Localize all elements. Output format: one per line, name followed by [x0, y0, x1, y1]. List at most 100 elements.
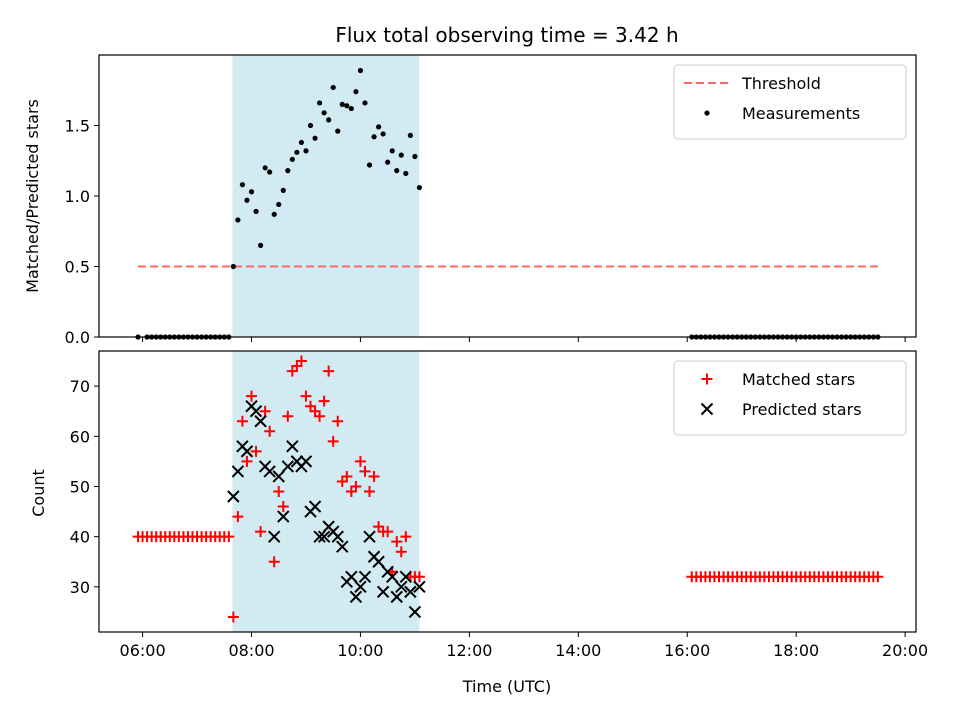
matched-stars-point — [323, 365, 335, 377]
observing-span — [232, 351, 420, 632]
measurements-point — [276, 201, 282, 208]
y-tick-label: 0.0 — [65, 328, 90, 347]
bottom-y-axis-label: Count — [29, 469, 48, 517]
measurements-point — [330, 84, 336, 91]
measurements-point — [257, 242, 264, 248]
matched-stars-point — [264, 425, 276, 437]
predicted-stars-point — [249, 405, 263, 418]
y-tick-label: 0.5 — [65, 258, 90, 277]
top-y-ticks: 0.0 0.5 1.0 1.5 — [65, 117, 99, 347]
measurements-point — [253, 208, 259, 215]
measurements-point — [235, 217, 241, 223]
predicted-stars-point — [277, 510, 290, 523]
matched-stars-point — [300, 390, 312, 402]
matched-stars-point — [400, 531, 412, 543]
measurements-point — [407, 132, 413, 138]
measurements-point — [412, 153, 418, 160]
predicted-stars-point — [386, 570, 399, 584]
legend-swatch — [701, 373, 713, 385]
predicted-stars-point — [331, 530, 344, 543]
measurements-point — [416, 184, 423, 191]
measurements-point — [294, 149, 300, 155]
measurements-point — [303, 148, 309, 154]
matched-stars-point — [236, 415, 248, 427]
measurements-point — [389, 148, 395, 154]
x-tick-label: 12:00 — [446, 641, 492, 660]
matched-stars-point — [314, 410, 326, 422]
legend-label: Predicted stars — [742, 400, 862, 419]
measurements-point — [244, 197, 250, 203]
predicted-stars-point — [404, 585, 417, 599]
predicted-stars-point — [313, 530, 326, 543]
matched-stars-point — [295, 355, 307, 367]
matched-stars-point — [273, 486, 285, 497]
predicted-stars-point — [395, 580, 408, 594]
predicted-stars-point — [308, 500, 322, 513]
matched-stars-point — [332, 415, 344, 427]
bottom-plot-frame — [98, 350, 917, 633]
matched-stars-point — [250, 445, 262, 457]
x-tick-label: 14:00 — [555, 641, 601, 660]
measurements-point — [362, 100, 368, 106]
y-tick-label: 30 — [70, 578, 90, 597]
y-tick-label: 50 — [70, 477, 90, 496]
measurements-point — [298, 139, 305, 146]
y-tick-label: 60 — [70, 427, 90, 446]
top-x-ticks — [142, 337, 906, 342]
predicted-stars-point — [263, 465, 276, 478]
predicted-stars-point — [272, 470, 285, 483]
top-panel: Flux total observing time = 3.42 h 0.00.… — [23, 23, 917, 347]
predicted-stars-point — [372, 555, 385, 568]
x-tick-label: 10:00 — [337, 641, 383, 660]
matched-stars-point — [341, 470, 353, 482]
matched-stars-point — [223, 531, 235, 543]
y-tick-label: 1.5 — [65, 117, 90, 136]
predicted-stars-point — [376, 585, 390, 599]
predicted-stars-point — [349, 590, 363, 604]
legend-label: Threshold — [741, 74, 821, 93]
measurements-point — [344, 103, 350, 109]
measurements-point — [230, 263, 236, 270]
measurements-point — [248, 189, 255, 195]
measurements-point — [394, 168, 400, 174]
matched-stars-point — [350, 480, 362, 492]
top-y-axis-label: Matched/Predicted stars — [23, 99, 42, 293]
matched-stars-point — [364, 486, 376, 497]
predicted-stars-point — [413, 580, 426, 594]
measurements-point — [353, 89, 359, 95]
measurements-point — [316, 100, 323, 106]
top-legend: Threshold Measurements — [673, 64, 907, 140]
matched-stars-point — [227, 611, 239, 623]
y-tick-label: 40 — [70, 528, 90, 547]
measurements-point — [239, 182, 246, 188]
predicted-stars-point — [299, 455, 313, 468]
bottom-x-ticks: 06:00 08:00 10:00 12:00 14:00 16:00 18:00 20:00 — [120, 632, 928, 660]
measurements-point — [307, 122, 314, 129]
predicted-stars-point — [240, 445, 254, 458]
predicted-stars-point — [358, 570, 372, 584]
measurements-point — [280, 187, 286, 193]
x-tick-label: 06:00 — [120, 641, 166, 660]
measurements-point — [271, 211, 277, 217]
bottom-marks — [132, 355, 884, 623]
y-tick-label: 1.0 — [65, 187, 90, 206]
predicted-stars-point — [286, 440, 299, 453]
predicted-stars-point — [231, 465, 245, 478]
matched-stars-point — [413, 571, 425, 583]
measurements-point — [371, 134, 377, 140]
x-tick-label: 08:00 — [228, 641, 274, 660]
predicted-stars-point — [390, 590, 403, 604]
predicted-stars-point — [408, 605, 422, 619]
matched-stars-point — [395, 546, 407, 558]
matched-stars-point — [277, 501, 289, 513]
x-tick-label: 18:00 — [773, 641, 819, 660]
observing-span — [232, 55, 420, 337]
chart-title: Flux total observing time = 3.42 h — [335, 23, 678, 47]
matched-stars-point — [268, 556, 280, 568]
measurements-point — [312, 135, 318, 141]
measurements-point — [385, 159, 391, 165]
matched-stars-point — [241, 455, 253, 467]
measurements-point — [335, 128, 341, 134]
matched-stars-point — [354, 455, 366, 467]
